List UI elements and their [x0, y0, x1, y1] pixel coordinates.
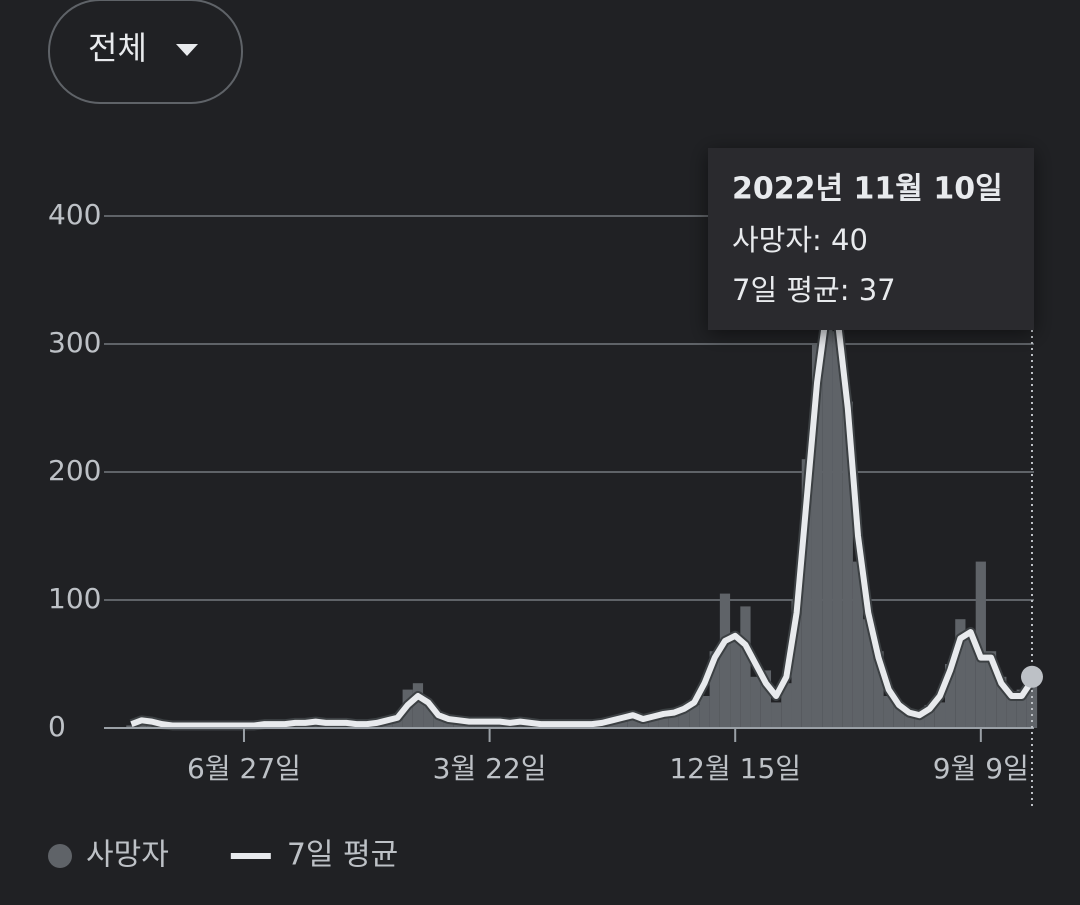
bar	[126, 725, 137, 728]
tooltip-title: 2022년 11월 10일	[732, 172, 1003, 207]
y-tick-label: 200	[48, 454, 101, 487]
bar	[934, 702, 946, 728]
bar	[719, 593, 731, 728]
bar	[863, 619, 874, 728]
legend-swatch	[48, 844, 72, 868]
average-line	[130, 302, 1035, 729]
bar	[791, 600, 802, 728]
x-tick-label: 6월 27일	[187, 752, 301, 785]
bar	[893, 702, 905, 728]
bar	[985, 651, 997, 728]
legend-label: 사망자	[86, 838, 169, 873]
bar	[924, 704, 935, 728]
filter-button[interactable]	[48, 0, 243, 104]
bar	[955, 619, 966, 728]
bar	[637, 720, 649, 728]
bar	[771, 702, 782, 728]
y-tick-label: 0	[48, 710, 66, 743]
y-tick-label: 400	[48, 198, 101, 231]
bar	[904, 715, 915, 728]
bar	[883, 696, 894, 728]
bar	[1006, 696, 1017, 728]
bar	[822, 254, 833, 728]
bar	[658, 716, 669, 728]
bar	[832, 331, 843, 728]
bar	[678, 711, 690, 728]
bar	[996, 676, 1007, 728]
x-tick-label: 12월 15일	[669, 752, 801, 785]
y-tick-label: 300	[48, 326, 101, 359]
bar	[699, 696, 710, 728]
filter-label[interactable]: 전체	[88, 29, 147, 67]
bar	[914, 717, 925, 728]
bar	[740, 606, 751, 728]
tooltip-box	[708, 148, 1034, 330]
bar	[852, 561, 864, 728]
bar	[801, 459, 812, 728]
y-tick-label: 100	[48, 582, 101, 615]
hover-point	[1020, 665, 1043, 688]
dropdown-arrow[interactable]	[176, 44, 198, 56]
bar	[433, 716, 444, 728]
legend-label: 7일 평균	[287, 838, 398, 873]
bar	[412, 683, 424, 728]
x-tick-label: 9월 9일	[933, 752, 1029, 785]
bar	[730, 635, 741, 728]
tooltip-row: 사망자: 40	[732, 223, 868, 257]
line-outline	[129, 300, 1037, 731]
bar	[1016, 689, 1027, 728]
bar	[945, 664, 956, 728]
bar	[617, 719, 628, 728]
bar	[689, 704, 700, 728]
bar	[709, 651, 720, 728]
bar	[965, 638, 976, 728]
bar	[781, 683, 792, 728]
bar	[668, 710, 679, 728]
bar	[760, 670, 772, 728]
bar	[873, 651, 884, 728]
bar	[842, 401, 853, 728]
bar	[750, 676, 761, 728]
x-tick-label: 3월 22일	[433, 752, 547, 785]
bar	[811, 344, 823, 728]
tooltip-row: 7일 평균: 37	[732, 273, 896, 307]
bar	[423, 704, 434, 728]
